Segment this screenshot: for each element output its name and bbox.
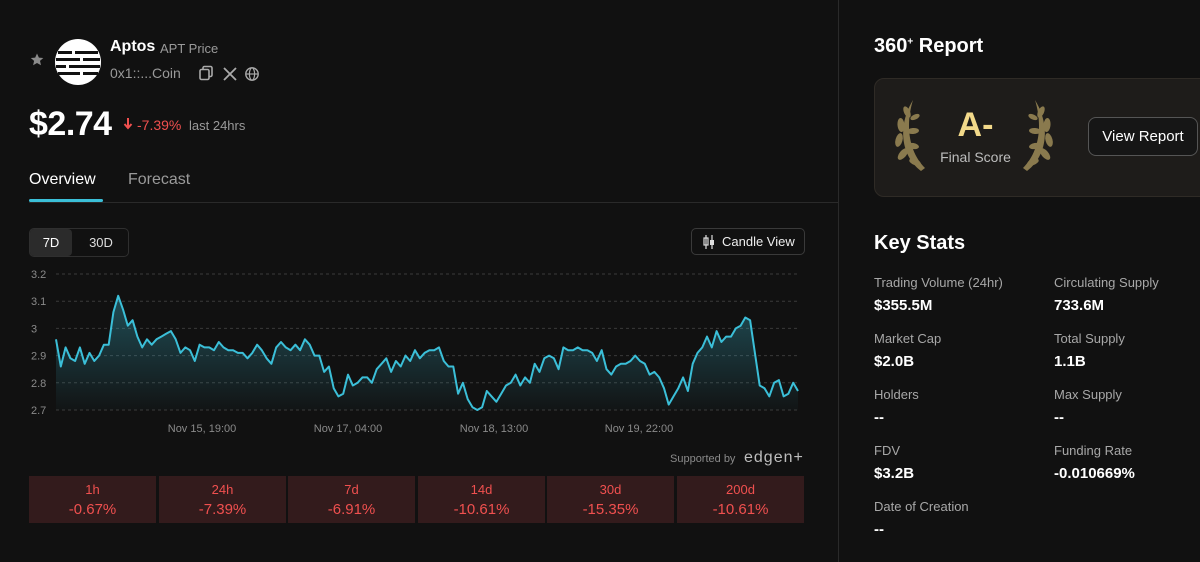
price-chart: 3.2 3.1 3 2.9 2.8 2.7 Nov 15, 19:00 Nov 17, 04:… [31,269,800,435]
report-title-number: 360 [874,35,908,57]
key-stat-label: FDV [874,443,900,458]
candle-view-label: Candle View [722,234,795,249]
period-value: -0.67% [68,501,117,518]
tab-forecast[interactable]: Forecast [128,171,191,188]
period-change-cell: 200d -10.61% [677,476,804,523]
period-value: -7.39% [198,501,247,518]
period-change-cell: 7d -6.91% [288,476,415,523]
coin-name: Aptos [110,38,156,55]
price-change-note: last 24hrs [189,118,246,133]
period-change-cell: 24h -7.39% [159,476,286,523]
key-stat-label: Circulating Supply [1054,275,1159,290]
period-label: 7d [344,482,359,497]
price-line [55,294,799,411]
y-tick-label: 3.1 [31,296,46,308]
laurel-icon [895,100,1053,171]
y-tick-label: 3.2 [31,269,46,281]
x-tick-label: Nov 17, 04:00 [314,423,383,435]
tab-overview[interactable]: Overview [29,171,96,188]
contract-address: 0x1::...Coin [110,65,181,81]
y-tick-label: 2.9 [31,351,46,363]
period-label: 200d [726,482,755,497]
report-title-sup: + [907,36,914,48]
key-stat-value: $355.5M [874,297,933,314]
period-change-cell: 1h -0.67% [29,476,156,523]
key-stat-label: Funding Rate [1054,443,1133,458]
period-value: -10.61% [712,501,769,518]
key-stat-value: -- [1054,409,1064,426]
candle-view-button[interactable]: Candle View [691,228,805,255]
key-stat-value: -- [874,409,884,426]
tab-active-indicator [29,199,103,202]
y-tick-label: 3 [31,323,37,335]
tabs-divider [29,202,838,203]
period-change-cell: 30d -15.35% [547,476,674,523]
key-stat-value: $2.0B [874,353,915,370]
key-stat-value: $3.2B [874,465,915,482]
current-price: $2.74 [29,105,112,143]
report-title-suffix: Report [913,35,984,57]
period-label: 24h [211,482,234,497]
key-stat-value: -0.010669% [1054,465,1135,482]
key-stat-label: Holders [874,387,919,402]
period-label: 14d [470,482,493,497]
panel-divider [838,0,839,562]
key-stat-label: Max Supply [1054,387,1122,402]
candlestick-icon [703,235,714,249]
globe-icon[interactable] [244,66,260,82]
key-stat-label: Market Cap [874,331,942,346]
coin-subtitle: APT Price [160,41,219,56]
period-value: -6.91% [327,501,376,518]
key-stat-label: Date of Creation [874,499,969,514]
x-tick-label: Nov 19, 22:00 [605,423,674,435]
y-tick-label: 2.7 [31,405,46,417]
price-change: -7.39% [137,117,182,133]
key-stat-value: -- [874,521,884,538]
arrow-down-icon [123,118,133,130]
key-stat-label: Trading Volume (24hr) [874,275,1003,290]
range-30d-button[interactable]: 30D [89,235,113,250]
supported-by-label: Supported by [670,453,736,465]
x-twitter-icon[interactable] [222,66,238,82]
period-value: -10.61% [453,501,510,518]
period-change-cell: 14d -10.61% [418,476,545,523]
range-7d-button[interactable]: 7D [30,229,72,256]
final-grade: A- [957,106,994,144]
partner-logo: edgen+ [744,449,804,466]
x-tick-label: Nov 18, 13:00 [460,423,529,435]
x-tick-label: Nov 15, 19:00 [168,423,237,435]
copy-icon[interactable] [198,65,214,81]
period-value: -15.35% [582,501,639,518]
y-tick-label: 2.8 [31,378,46,390]
range-selector: 7D 30D [29,228,129,257]
aptos-logo [55,39,101,85]
key-stat-label: Total Supply [1054,331,1125,346]
period-label: 30d [599,482,622,497]
key-stats-title: Key Stats [874,232,966,254]
key-stat-value: 733.6M [1054,297,1105,314]
price-area [56,295,798,410]
report-title: 360+ Report [874,35,983,58]
view-report-button[interactable]: View Report [1088,117,1198,156]
key-stat-value: 1.1B [1054,353,1086,370]
star-icon[interactable] [29,52,45,68]
period-label: 1h [85,482,100,497]
final-score-label: Final Score [940,149,1011,165]
